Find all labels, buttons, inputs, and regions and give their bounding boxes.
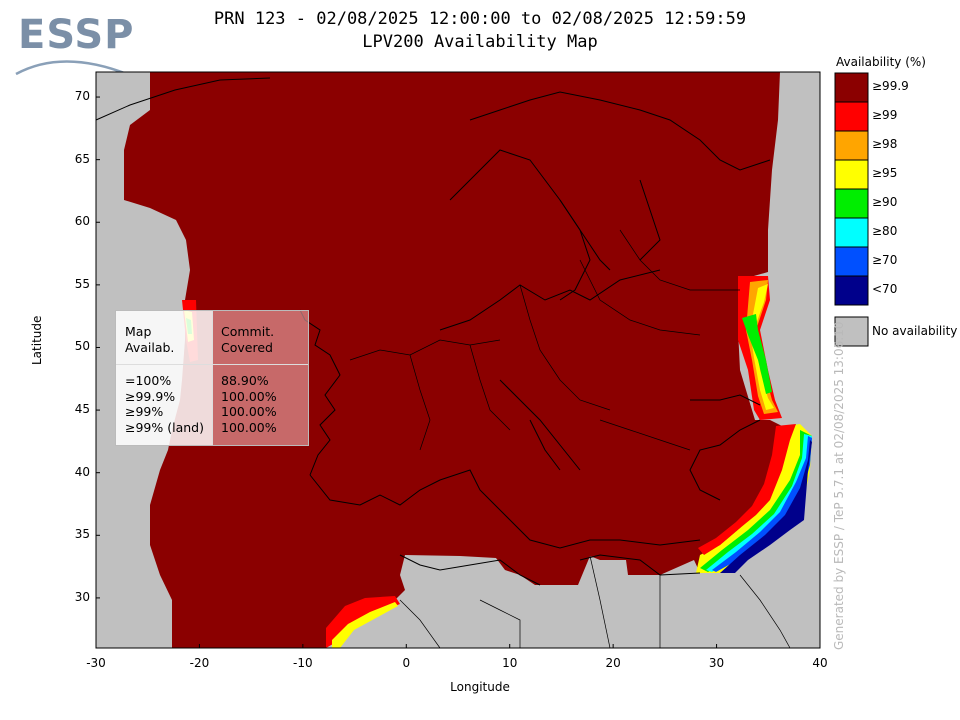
x-tick-label: 10: [502, 656, 518, 670]
essp-logo: [15, 60, 133, 78]
legend-swatch: [834, 217, 869, 248]
x-tick-label: -30: [86, 656, 106, 670]
stats-row-avail: =100%: [125, 373, 172, 388]
legend-label: ≥70: [872, 253, 898, 267]
title-line-2: LPV200 Availability Map: [362, 32, 598, 52]
legend-no-availability-swatch: [834, 316, 869, 347]
essp-logo-text: ESSP: [18, 12, 135, 58]
legend-label: ≥90: [872, 195, 898, 209]
y-tick-label: 55: [74, 276, 90, 291]
x-axis-label: Longitude: [450, 680, 510, 694]
legend-title: Availability (%): [836, 55, 926, 69]
stats-row-avail: ≥99.9%: [125, 388, 176, 404]
stats-divider-h: [116, 364, 308, 365]
y-axis-label: Latitude: [30, 315, 44, 365]
availability-stats-table: Map Availab. Commit. Covered =100% ≥99.9…: [115, 310, 309, 446]
y-tick-label: 30: [74, 589, 90, 604]
legend-label: ≥98: [872, 137, 898, 151]
coverage-edge-east-green: [742, 314, 772, 394]
stats-header-map-line1: Map: [125, 324, 152, 339]
y-tick-label: 50: [74, 339, 90, 354]
legend-swatch: [834, 72, 869, 103]
legend-swatch: [834, 159, 869, 190]
legend-swatch: [834, 275, 869, 306]
y-tick-label: 35: [74, 527, 90, 542]
generated-by-note: Generated by ESSP / TeP 5.7.1 at 02/08/2…: [832, 321, 846, 650]
legend-colorbar: [834, 72, 869, 306]
coverage-edge-southeast-navy: [720, 440, 812, 573]
stats-row-covered: 88.90%: [221, 373, 269, 388]
y-tick-label: 70: [74, 89, 90, 104]
stats-header-commit-line2: Covered: [221, 339, 273, 355]
legend-label: ≥99: [872, 108, 898, 122]
country-borders: [349, 229, 791, 649]
stats-header-commit: Commit. Covered: [221, 324, 274, 355]
stats-header-map-line2: Availab.: [125, 339, 175, 355]
legend-label: <70: [872, 282, 898, 296]
stats-row-covered: 100.00%: [221, 419, 277, 435]
coverage-region: [124, 72, 810, 648]
x-tick-label: 0: [402, 656, 411, 670]
legend-label: ≥80: [872, 224, 898, 238]
coverage-edge-morocco-yellow: [332, 602, 398, 648]
y-tick-label: 60: [74, 214, 90, 229]
stats-covered-col: 88.90% 100.00% 100.00% 100.00%: [221, 373, 277, 435]
stats-header-commit-line1: Commit.: [221, 324, 275, 339]
x-tick-label: -20: [189, 656, 210, 670]
stats-row-avail: ≥99%: [125, 404, 164, 419]
map-title: PRN 123 - 02/08/2025 12:00:00 to 02/08/2…: [0, 8, 960, 54]
x-tick-label: -10: [293, 656, 313, 670]
legend-no-availability-label: No availability: [872, 324, 958, 338]
stats-header-map: Map Availab.: [125, 324, 174, 355]
stats-col1-bg: [116, 311, 212, 445]
stats-row-covered: 100.00%: [221, 388, 277, 404]
legend-swatch: [834, 246, 869, 277]
axis-ticks: [95, 96, 821, 648]
legend-label: ≥95: [872, 166, 898, 180]
stats-row-avail: ≥99% (land): [125, 419, 204, 435]
stats-avail-col: =100% ≥99.9% ≥99% ≥99% (land): [125, 373, 204, 435]
legend-label: ≥99.9: [872, 79, 909, 93]
coastlines: [95, 77, 771, 586]
x-tick-label: 20: [605, 656, 621, 670]
y-tick-label: 40: [74, 464, 90, 479]
x-tick-label: 30: [708, 656, 725, 670]
title-line-1: PRN 123 - 02/08/2025 12:00:00 to 02/08/2…: [213, 9, 747, 29]
x-tick-label: 40: [812, 656, 828, 670]
legend-swatch: [834, 130, 869, 161]
stats-divider-v: [212, 311, 213, 445]
y-tick-label: 65: [74, 151, 90, 166]
plot-frame: [95, 71, 821, 649]
coverage-edge-southeast-red: [698, 424, 796, 555]
legend-swatch: [834, 101, 869, 132]
y-tick-label: 45: [74, 402, 90, 417]
stats-col2-bg: [212, 311, 308, 445]
legend-swatch: [834, 188, 869, 219]
stats-row-covered: 100.00%: [221, 404, 277, 419]
